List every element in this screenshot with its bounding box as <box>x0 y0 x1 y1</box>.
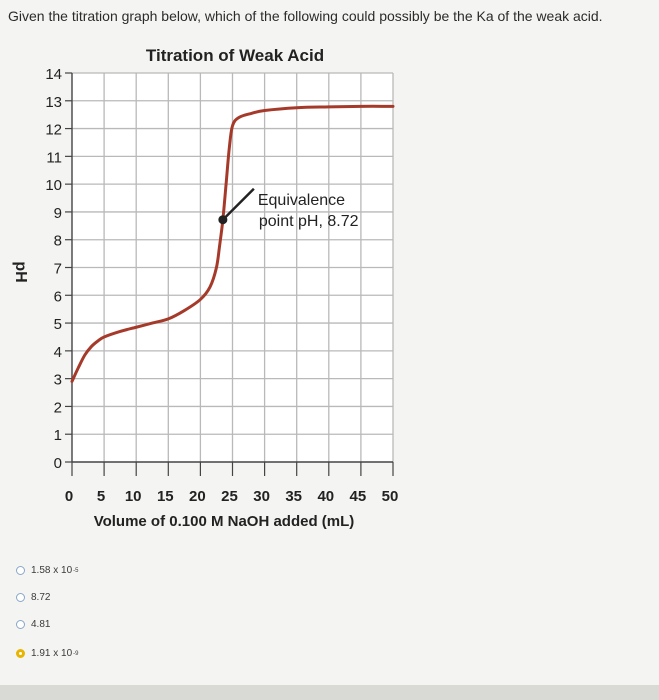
radio-button-selected[interactable] <box>16 649 25 658</box>
radio-button[interactable] <box>16 620 25 629</box>
answer-text: 4.81 <box>31 619 51 630</box>
y-tick-label: 7 <box>54 261 62 278</box>
answer-text: 1.91 x 10 <box>31 648 73 659</box>
y-tick-label: 5 <box>54 316 62 333</box>
x-axis-label: Volume of 0.100 M NaOH added (mL) <box>94 513 355 530</box>
y-tick-label: 0 <box>54 455 62 472</box>
equivalence-point-marker <box>218 215 228 225</box>
y-tick-label: 4 <box>54 344 62 361</box>
x-tick-label: 40 <box>317 488 334 505</box>
y-tick-label: 12 <box>45 122 62 139</box>
data-series <box>70 104 395 383</box>
equivalence-annotation: Equivalence point pH, 8.72 <box>218 187 359 230</box>
x-tick-label: 30 <box>253 488 270 505</box>
y-tick-label: 2 <box>54 399 62 416</box>
x-tick-label: 45 <box>350 488 367 505</box>
x-tick-label: 25 <box>221 488 238 505</box>
answer-exponent: -5 <box>73 567 79 574</box>
grid-lines <box>72 72 394 462</box>
y-axis-label: pH <box>12 261 29 282</box>
titration-curve <box>70 104 395 383</box>
x-tick-label: 5 <box>97 488 105 505</box>
x-tick-label: 15 <box>157 488 174 505</box>
answer-text: 8.72 <box>31 592 51 603</box>
x-tick-label: 10 <box>125 488 142 505</box>
y-tick-label: 14 <box>45 66 62 83</box>
x-tick-label: 20 <box>189 488 206 505</box>
y-tick-label: 6 <box>54 288 62 305</box>
y-tick-label: 8 <box>54 233 62 250</box>
annotation-text-line-1: Equivalence <box>258 192 345 209</box>
chart-title: Titration of Weak Acid <box>146 46 324 65</box>
y-tick-label: 10 <box>45 177 62 194</box>
x-tick-label: 0 <box>65 488 73 505</box>
annotation-text-line-2: point pH, 8.72 <box>259 213 359 230</box>
question-text: Given the titration graph below, which o… <box>8 8 603 24</box>
bottom-bar <box>0 685 659 700</box>
answer-option[interactable]: 8.72 <box>16 592 50 603</box>
radio-button[interactable] <box>16 593 25 602</box>
x-tick-label: 50 <box>382 488 399 505</box>
answer-exponent: -9 <box>73 650 79 657</box>
answer-option[interactable]: 1.91 x 10 -9 <box>16 648 79 659</box>
answer-option[interactable]: 4.81 <box>16 619 50 630</box>
y-tick-label: 3 <box>54 372 62 389</box>
radio-button[interactable] <box>16 566 25 575</box>
x-tick-label: 35 <box>285 488 302 505</box>
y-tick-label: 1 <box>54 427 62 444</box>
titration-chart: Titration of Weak Acid 01234567891011121… <box>12 46 398 530</box>
answer-text: 1.58 x 10 <box>31 565 73 576</box>
y-tick-label: 13 <box>45 94 62 111</box>
annotation-leader-line <box>221 187 255 221</box>
y-tick-label: 9 <box>54 205 62 222</box>
answer-option[interactable]: 1.58 x 10 -5 <box>16 565 79 576</box>
y-tick-label: 11 <box>46 149 62 166</box>
